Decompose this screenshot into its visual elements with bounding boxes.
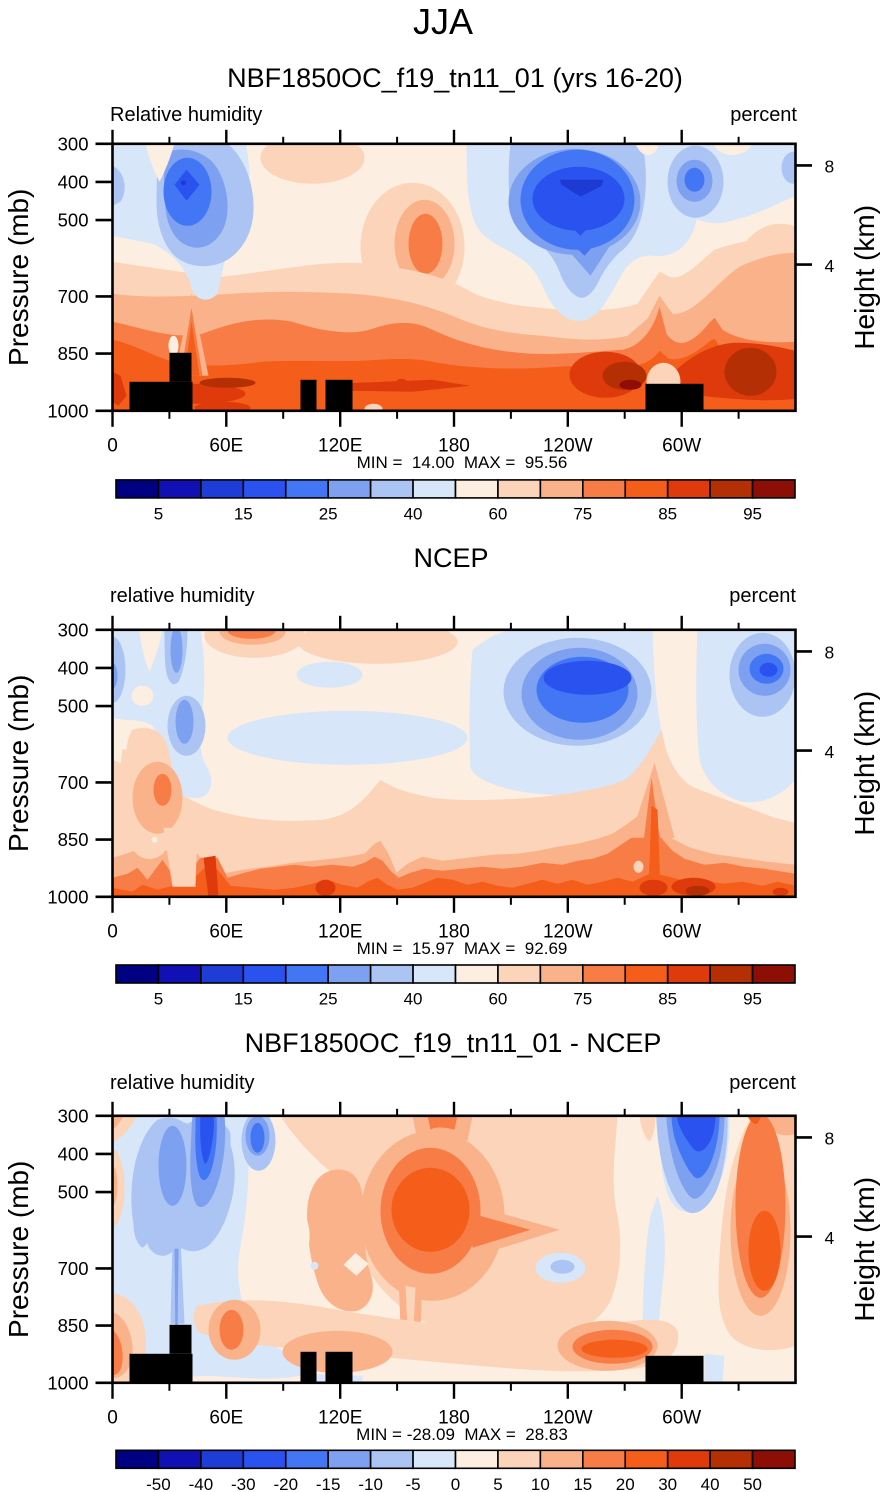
svg-text:180: 180 — [438, 1408, 470, 1429]
svg-text:-10: -10 — [358, 1475, 383, 1492]
svg-text:0: 0 — [107, 436, 118, 457]
svg-text:300: 300 — [58, 619, 89, 640]
svg-text:0: 0 — [107, 1408, 118, 1429]
svg-text:20: 20 — [616, 1475, 635, 1492]
svg-text:120W: 120W — [543, 436, 593, 457]
svg-text:60: 60 — [488, 504, 507, 523]
svg-text:JJA: JJA — [413, 1, 473, 42]
svg-text:700: 700 — [58, 1258, 89, 1279]
svg-text:25: 25 — [319, 990, 338, 1009]
svg-text:relative humidity: relative humidity — [110, 1072, 255, 1094]
svg-text:500: 500 — [58, 696, 89, 717]
svg-text:4: 4 — [825, 256, 835, 276]
svg-text:-20: -20 — [273, 1475, 298, 1492]
svg-text:1000: 1000 — [47, 886, 88, 907]
svg-text:4: 4 — [825, 1228, 835, 1248]
svg-text:-15: -15 — [316, 1475, 341, 1492]
svg-text:850: 850 — [58, 829, 89, 850]
svg-text:500: 500 — [58, 210, 89, 231]
svg-text:50: 50 — [743, 1475, 762, 1492]
svg-text:Relative humidity: Relative humidity — [110, 104, 262, 126]
svg-text:15: 15 — [573, 1475, 592, 1492]
svg-text:percent: percent — [730, 104, 797, 126]
svg-text:75: 75 — [573, 990, 592, 1009]
svg-text:15: 15 — [234, 990, 253, 1009]
svg-text:400: 400 — [58, 1143, 89, 1164]
svg-text:60E: 60E — [209, 922, 243, 943]
svg-text:NBF1850OC_f19_tn11_01 (yrs 16-: NBF1850OC_f19_tn11_01 (yrs 16-20) — [227, 63, 683, 93]
svg-text:8: 8 — [825, 643, 835, 663]
svg-text:15: 15 — [234, 504, 253, 523]
svg-text:120E: 120E — [318, 436, 362, 457]
svg-text:1000: 1000 — [47, 1372, 88, 1393]
svg-text:120E: 120E — [318, 922, 362, 943]
svg-text:700: 700 — [58, 772, 89, 793]
svg-text:0: 0 — [107, 922, 118, 943]
svg-text:-50: -50 — [146, 1475, 171, 1492]
svg-text:5: 5 — [154, 504, 163, 523]
svg-text:Height (km): Height (km) — [849, 205, 880, 350]
svg-text:Height (km): Height (km) — [849, 1177, 880, 1322]
svg-text:8: 8 — [825, 157, 835, 177]
svg-text:percent: percent — [729, 585, 796, 607]
svg-text:Pressure (mb): Pressure (mb) — [3, 1161, 34, 1338]
svg-text:percent: percent — [729, 1072, 796, 1094]
svg-text:-40: -40 — [189, 1475, 214, 1492]
svg-text:40: 40 — [404, 990, 423, 1009]
svg-text:850: 850 — [58, 343, 89, 364]
svg-text:8: 8 — [825, 1129, 835, 1149]
svg-text:relative humidity: relative humidity — [110, 585, 255, 607]
svg-text:300: 300 — [58, 1105, 89, 1126]
svg-text:10: 10 — [531, 1475, 550, 1492]
svg-text:NBF1850OC_f19_tn11_01 - NCEP: NBF1850OC_f19_tn11_01 - NCEP — [245, 1028, 662, 1058]
svg-text:85: 85 — [658, 990, 677, 1009]
svg-text:180: 180 — [438, 922, 470, 943]
svg-text:1000: 1000 — [47, 400, 88, 421]
svg-text:60E: 60E — [209, 436, 243, 457]
svg-text:-30: -30 — [231, 1475, 256, 1492]
svg-text:4: 4 — [825, 742, 835, 762]
svg-text:60W: 60W — [662, 436, 701, 457]
svg-text:120W: 120W — [543, 1408, 593, 1429]
svg-text:60E: 60E — [209, 1408, 243, 1429]
svg-text:MIN = 14.00 MAX = 95.56: MIN = 14.00 MAX = 95.56 — [357, 453, 568, 472]
svg-text:120W: 120W — [543, 922, 593, 943]
svg-text:60W: 60W — [662, 1408, 701, 1429]
svg-text:120E: 120E — [318, 1408, 362, 1429]
svg-text:95: 95 — [743, 504, 762, 523]
svg-text:0: 0 — [451, 1475, 460, 1492]
svg-text:85: 85 — [658, 504, 677, 523]
svg-text:MIN = -28.09 MAX = 28.83: MIN = -28.09 MAX = 28.83 — [356, 1425, 568, 1444]
svg-text:NCEP: NCEP — [413, 543, 488, 573]
svg-text:75: 75 — [573, 504, 592, 523]
svg-text:30: 30 — [658, 1475, 677, 1492]
svg-text:5: 5 — [493, 1475, 502, 1492]
svg-text:5: 5 — [154, 990, 163, 1009]
svg-text:300: 300 — [58, 133, 89, 154]
svg-text:500: 500 — [58, 1182, 89, 1203]
svg-text:850: 850 — [58, 1315, 89, 1336]
svg-text:60W: 60W — [662, 922, 701, 943]
svg-text:700: 700 — [58, 286, 89, 307]
svg-text:Pressure (mb): Pressure (mb) — [3, 189, 34, 366]
svg-text:400: 400 — [58, 171, 89, 192]
svg-text:Height (km): Height (km) — [849, 691, 880, 836]
svg-text:60: 60 — [488, 990, 507, 1009]
svg-text:Pressure (mb): Pressure (mb) — [3, 675, 34, 852]
svg-text:95: 95 — [743, 990, 762, 1009]
svg-text:MIN = 15.97 MAX = 92.69: MIN = 15.97 MAX = 92.69 — [357, 939, 568, 958]
svg-text:400: 400 — [58, 657, 89, 678]
svg-text:180: 180 — [438, 436, 470, 457]
svg-text:-5: -5 — [405, 1475, 420, 1492]
svg-text:40: 40 — [404, 504, 423, 523]
svg-text:40: 40 — [701, 1475, 720, 1492]
svg-text:25: 25 — [319, 504, 338, 523]
